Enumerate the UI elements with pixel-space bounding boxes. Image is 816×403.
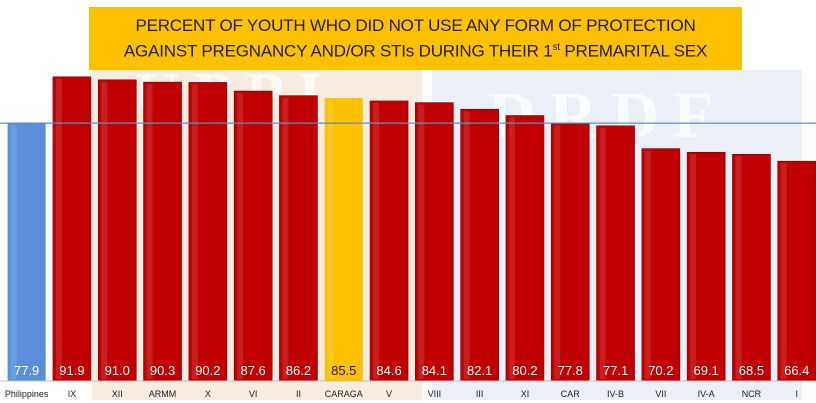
- category-label-xi: XI: [521, 389, 530, 399]
- bar-highlight-xi: [508, 117, 515, 380]
- category-label-philippines: Philippines: [5, 389, 49, 399]
- category-label-caraga: CARAGA: [325, 389, 363, 399]
- category-label-ix: IX: [68, 389, 77, 399]
- bar-iii: [460, 108, 499, 382]
- value-label-ii: 86.2: [286, 363, 311, 378]
- category-label-iv-a: IV-A: [698, 389, 715, 399]
- value-label-vii: 70.2: [648, 363, 673, 378]
- value-label-i: 66.4: [784, 363, 809, 378]
- bar-highlight-viii: [418, 104, 425, 379]
- bar-philippines: [7, 123, 46, 381]
- bar-highlight-armm: [146, 84, 153, 380]
- bar-xi: [505, 115, 545, 382]
- bar-highlight-iii: [463, 111, 470, 380]
- value-label-ix: 91.9: [59, 363, 84, 378]
- category-label-car: CAR: [561, 389, 581, 399]
- bar-highlight-philippines: [10, 125, 17, 379]
- bar-highlight-ncr: [735, 156, 742, 379]
- bar-highlight-car: [554, 125, 561, 380]
- bar-armm: [143, 81, 182, 382]
- chart-title-line-2: AGAINST PREGNANCY AND/OR STIs DURING THE…: [124, 37, 707, 63]
- category-label-x: X: [205, 389, 211, 399]
- chart-title: PERCENT OF YOUTH WHO DID NOT USE ANY FOR…: [89, 7, 742, 70]
- value-label-iii: 82.1: [467, 363, 492, 378]
- value-label-viii: 84.1: [422, 363, 447, 378]
- category-label-ii: II: [296, 389, 301, 399]
- value-label-xi: 80.2: [512, 363, 537, 378]
- value-label-car: 77.8: [558, 363, 583, 378]
- category-label-armm: ARMM: [149, 389, 177, 399]
- value-label-x: 90.2: [195, 363, 220, 378]
- bar-vii: [641, 148, 681, 382]
- category-label-vi: VI: [249, 389, 258, 399]
- chart-title-line-1: PERCENT OF YOUTH WHO DID NOT USE ANY FOR…: [135, 15, 696, 35]
- bar-x: [188, 82, 228, 382]
- bar-ii: [279, 95, 318, 382]
- bar-highlight-ii: [282, 97, 289, 379]
- bar-v: [369, 100, 409, 382]
- bar-ix: [52, 76, 92, 382]
- bar-iv-b: [596, 125, 635, 382]
- bar-highlight-vi: [237, 93, 244, 379]
- value-label-iv-b: 77.1: [603, 363, 628, 378]
- bar-ncr: [732, 153, 771, 382]
- bar-highlight-iv-b: [599, 127, 606, 379]
- category-label-iii: III: [476, 389, 484, 399]
- bar-highlight-xii: [101, 81, 108, 379]
- bar-highlight-iv-a: [690, 154, 697, 379]
- category-label-ncr: NCR: [742, 389, 762, 399]
- category-label-vii: VII: [655, 389, 666, 399]
- bar-iv-a: [686, 151, 726, 382]
- bar-car: [550, 123, 590, 382]
- category-label-viii: VIII: [428, 389, 442, 399]
- value-label-v: 84.6: [376, 363, 401, 378]
- chart-title-line-2-main: AGAINST PREGNANCY AND/OR STIs DURING THE…: [123, 41, 553, 61]
- value-label-ncr: 68.5: [739, 363, 764, 378]
- category-label-iv-b: IV-B: [607, 389, 624, 399]
- chart-title-superscript: st: [552, 41, 560, 53]
- value-label-caraga: 85.5: [331, 363, 356, 378]
- value-label-armm: 90.3: [150, 363, 175, 378]
- category-label-v: V: [386, 389, 392, 399]
- value-label-vi: 87.6: [240, 363, 265, 378]
- category-label-i: I: [795, 389, 798, 399]
- bar-highlight-v: [373, 102, 380, 379]
- value-label-philippines: 77.9: [14, 363, 39, 378]
- bar-caraga: [324, 97, 363, 382]
- bar-highlight-i: [780, 163, 787, 379]
- category-label-xii: XII: [112, 389, 123, 399]
- value-label-xii: 91.0: [105, 363, 130, 378]
- bar-xii: [97, 79, 137, 382]
- chart-title-line-2-end: PREMARITAL SEX: [559, 41, 708, 61]
- bar-highlight-x: [191, 84, 198, 380]
- bar-highlight-ix: [55, 78, 62, 379]
- value-label-iv-a: 69.1: [693, 363, 718, 378]
- bar-highlight-caraga: [327, 99, 334, 380]
- bar-highlight-vii: [644, 150, 651, 379]
- bar-viii: [415, 102, 454, 382]
